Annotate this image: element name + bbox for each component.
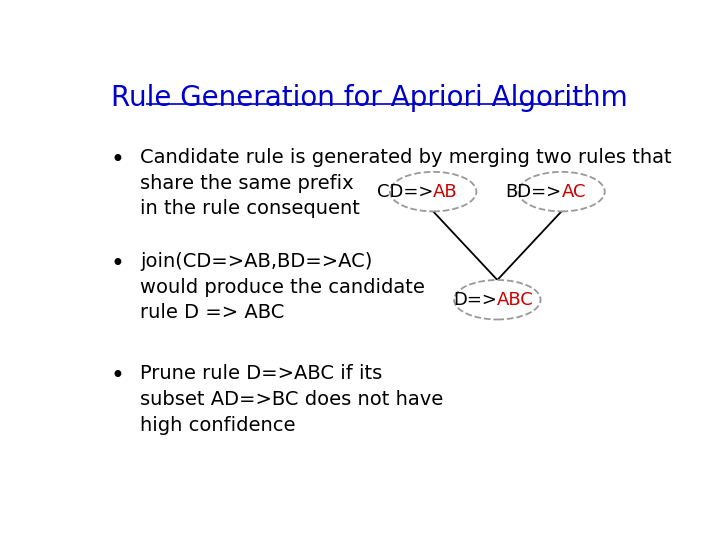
Text: •: • — [111, 252, 125, 276]
Ellipse shape — [390, 172, 477, 211]
Text: D=>: D=> — [454, 291, 498, 309]
Text: Prune rule D=>ABC if its
subset AD=>BC does not have
high confidence: Prune rule D=>ABC if its subset AD=>BC d… — [140, 364, 444, 435]
Text: CD=>: CD=> — [377, 183, 433, 201]
Text: Rule Generation for Apriori Algorithm: Rule Generation for Apriori Algorithm — [111, 84, 627, 112]
Text: ABC: ABC — [498, 291, 534, 309]
Text: join(CD=>AB,BD=>AC)
would produce the candidate
rule D => ABC: join(CD=>AB,BD=>AC) would produce the ca… — [140, 252, 425, 322]
Ellipse shape — [518, 172, 605, 211]
Text: Candidate rule is generated by merging two rules that
share the same prefix
in t: Candidate rule is generated by merging t… — [140, 148, 672, 219]
Text: •: • — [111, 148, 125, 172]
Text: AB: AB — [433, 183, 458, 201]
Text: •: • — [111, 364, 125, 388]
Text: AC: AC — [562, 183, 586, 201]
Text: BD=>: BD=> — [505, 183, 562, 201]
Ellipse shape — [454, 280, 541, 320]
